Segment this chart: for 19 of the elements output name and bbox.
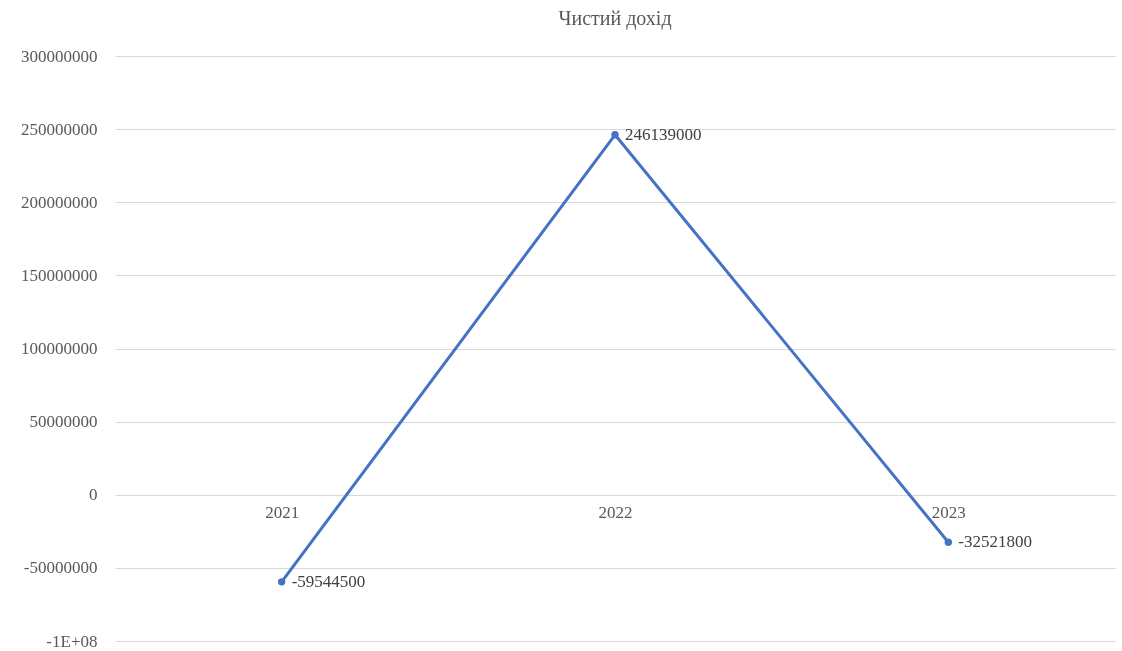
x-tick-label: 2023 xyxy=(931,503,966,523)
y-tick-label: 200000000 xyxy=(21,192,98,212)
y-tick-label: 100000000 xyxy=(21,339,98,358)
data-label: 246139000 xyxy=(625,124,702,144)
x-tick-label: 2021 xyxy=(265,503,300,523)
y-tick-label: 0 xyxy=(89,485,98,505)
point xyxy=(277,578,286,586)
y-tick-label: 50000000 xyxy=(29,412,98,432)
x-tick-label: 2022 xyxy=(598,503,633,523)
point xyxy=(611,131,619,139)
y-tick-label: 300000000 xyxy=(21,46,98,66)
y-tick-label: 150000000 xyxy=(21,265,98,285)
y-tick-label: -1E+08 xyxy=(46,631,98,651)
data-label: -59544500 xyxy=(291,571,366,591)
chart-title: Чистий дохід xyxy=(558,7,672,30)
y-tick-label: 250000000 xyxy=(21,119,98,139)
y-tick-label: -50000000 xyxy=(23,558,98,578)
point xyxy=(944,538,953,547)
data-label: -32521800 xyxy=(958,532,1033,552)
